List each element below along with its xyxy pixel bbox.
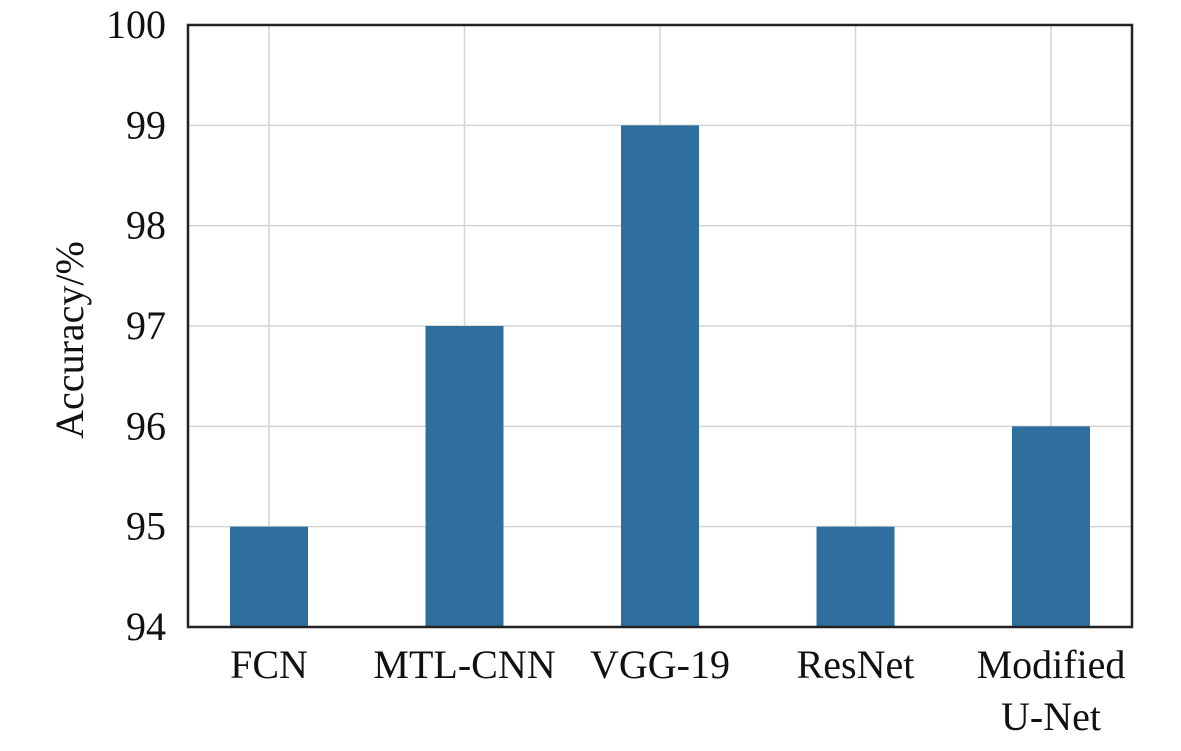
bar <box>425 326 504 627</box>
x-tick-label-line: ResNet <box>797 642 915 687</box>
x-tick-label: MTL-CNN <box>373 642 555 687</box>
plot-frame <box>186 23 1134 629</box>
x-tick-label-line: MTL-CNN <box>373 642 555 687</box>
y-tick-label: 99 <box>126 102 166 147</box>
x-tick-labels: FCN MTL-CNN VGG-19 ResNet Modified U-Net <box>230 642 1125 739</box>
y-tick-label: 98 <box>126 203 166 248</box>
x-tick-label: VGG-19 <box>590 642 730 687</box>
bar <box>816 526 895 627</box>
y-tick-label: 94 <box>126 604 166 649</box>
y-tick-labels: 94 95 96 97 98 99 100 <box>106 2 166 649</box>
bar <box>621 125 699 627</box>
y-tick-label: 97 <box>126 303 166 348</box>
y-tick-label: 95 <box>126 504 166 549</box>
y-tick-label: 100 <box>106 2 166 47</box>
x-tick-label-line: VGG-19 <box>590 642 730 687</box>
x-tick-label: ResNet <box>797 642 915 687</box>
x-tick-label: FCN <box>230 642 308 687</box>
x-tick-label: Modified U-Net <box>977 642 1126 739</box>
x-tick-label-line: U-Net <box>1001 694 1101 739</box>
y-tick-label: 96 <box>126 403 166 448</box>
bars <box>230 125 1090 627</box>
x-tick-label-line: FCN <box>230 642 308 687</box>
x-tick-label-line: Modified <box>977 642 1126 687</box>
y-axis-label: Accuracy/% <box>47 241 92 439</box>
bar <box>230 526 308 627</box>
bar <box>1012 426 1090 627</box>
